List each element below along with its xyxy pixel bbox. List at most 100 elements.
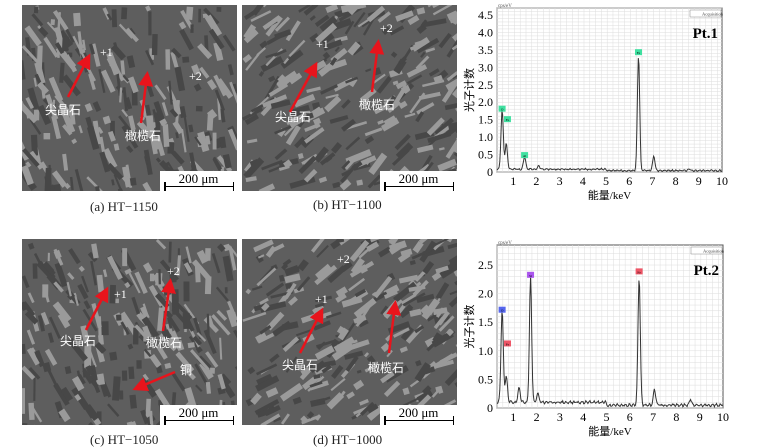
crystal-grain xyxy=(81,275,90,293)
crystal-grain xyxy=(54,262,68,288)
crystal-grain xyxy=(124,268,132,275)
crystal-grain xyxy=(384,365,409,383)
crystal-grain xyxy=(285,356,298,373)
crystal-grain xyxy=(364,366,373,373)
crystal-grain xyxy=(181,364,196,381)
crystal-grain xyxy=(141,316,160,339)
crystal-grain xyxy=(158,333,177,352)
crystal-grain xyxy=(320,84,339,95)
crystal-grain xyxy=(255,254,264,264)
crystal-grain xyxy=(141,411,155,425)
crystal-grain xyxy=(217,98,222,120)
crystal-grain xyxy=(412,240,424,254)
crystal-grain xyxy=(144,156,149,165)
crystal-grain xyxy=(216,78,234,99)
crystal-grain xyxy=(453,269,457,277)
crystal-grain xyxy=(125,27,139,43)
crystal-grain xyxy=(64,366,72,375)
crystal-grain xyxy=(41,85,46,99)
crystal-grain xyxy=(399,346,408,353)
crystal-grain xyxy=(174,66,186,92)
crystal-grain xyxy=(336,239,345,243)
crystal-grain xyxy=(426,339,439,352)
crystal-grain xyxy=(403,303,414,315)
crystal-grain xyxy=(22,275,30,289)
crystal-grain xyxy=(84,102,93,113)
y-tick-label: 4.5 xyxy=(478,8,493,22)
crystal-grain xyxy=(90,260,98,286)
crystal-grain xyxy=(121,370,128,381)
crystal-grain xyxy=(142,181,158,191)
crystal-grain xyxy=(118,115,132,132)
crystal-grain xyxy=(298,5,311,13)
crystal-grain xyxy=(84,403,100,421)
crystal-grain xyxy=(388,244,401,255)
crystal-grain xyxy=(118,23,134,39)
crystal-grain xyxy=(274,148,288,161)
crystal-grain xyxy=(47,332,55,343)
micrograph-c: +1 +2 尖晶石 橄榄石 铜 200 μm xyxy=(22,239,237,425)
crystal-grain xyxy=(82,39,86,51)
crystal-grain xyxy=(438,315,455,332)
crystal-grain xyxy=(284,273,301,284)
peak-tag-label: Si xyxy=(529,274,532,278)
crystal-grain xyxy=(68,248,81,265)
crystal-grain xyxy=(58,408,71,423)
peak-tag-Fe xyxy=(503,340,511,347)
crystal-grain xyxy=(312,117,322,126)
crystal-grain xyxy=(424,304,436,314)
crystal-grain xyxy=(353,297,377,318)
crystal-grain xyxy=(128,272,141,294)
crystal-grain xyxy=(356,179,364,186)
crystal-grain xyxy=(184,387,197,408)
crystal-grain xyxy=(193,83,202,92)
crystal-grain xyxy=(31,406,43,423)
crystal-grain xyxy=(395,142,414,160)
point-1-marker: +1 xyxy=(100,45,113,59)
crystal-grain xyxy=(158,269,161,285)
crystal-grain xyxy=(190,24,194,33)
crystal-grain xyxy=(29,119,42,135)
x-tick-label: 7 xyxy=(649,174,655,188)
crystal-grain xyxy=(247,366,256,375)
crystal-grain xyxy=(250,392,262,405)
crystal-grain xyxy=(227,64,234,76)
crystal-grain xyxy=(380,371,395,384)
crystal-grain xyxy=(297,259,309,272)
crystal-grain xyxy=(31,13,44,27)
crystal-grain xyxy=(171,289,180,315)
crystal-grain xyxy=(316,396,331,404)
peak-tag-label: Al xyxy=(523,154,527,158)
crystal-grain xyxy=(448,292,457,308)
crystal-grain xyxy=(77,31,83,51)
peak-tag-O xyxy=(498,105,506,112)
crystal-grain xyxy=(54,94,73,117)
crystal-grain xyxy=(113,143,120,151)
crystal-grain xyxy=(449,288,457,296)
crystal-grain xyxy=(415,55,430,70)
crystal-grain xyxy=(78,125,83,134)
crystal-grain xyxy=(52,301,72,323)
crystal-grain xyxy=(242,53,252,63)
crystal-grain xyxy=(40,311,50,326)
crystal-grain xyxy=(98,69,106,93)
crystal-grain xyxy=(171,47,182,59)
crystal-grain xyxy=(116,314,122,321)
crystal-grain xyxy=(80,325,90,344)
crystal-grain xyxy=(398,56,407,65)
scale-bar-label: 200 μm xyxy=(178,405,219,420)
crystal-grain xyxy=(195,346,203,354)
crystal-grain xyxy=(176,255,182,276)
crystal-grain xyxy=(142,303,149,316)
crystal-grain xyxy=(266,29,290,45)
crystal-grain xyxy=(339,179,352,191)
crystal-grain xyxy=(447,122,457,131)
crystal-grain xyxy=(183,281,190,302)
crystal-grain xyxy=(154,388,171,409)
crystal-grain xyxy=(339,322,356,345)
scale-bar-label: 200 μm xyxy=(398,405,439,420)
spectrum-line xyxy=(496,276,724,409)
x-axis-label: 能量/keV xyxy=(588,424,631,438)
crystal-grain xyxy=(71,376,85,392)
